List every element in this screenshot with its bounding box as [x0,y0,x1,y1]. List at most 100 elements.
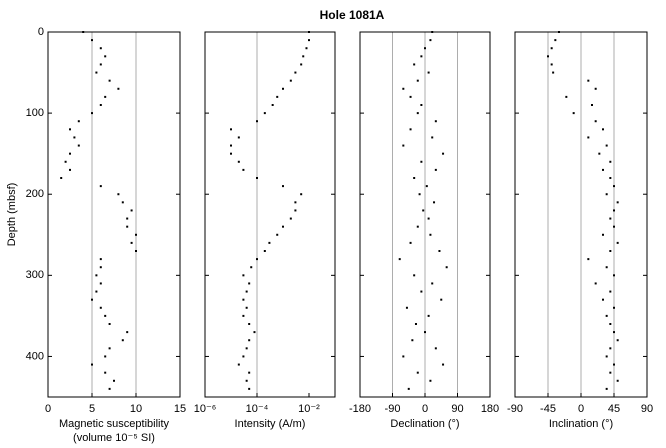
point [605,355,608,358]
point [95,290,98,293]
point [558,31,560,33]
y-tick-label: 100 [26,107,44,119]
point [300,63,303,66]
x-tick-label: -90 [507,403,523,415]
point [605,387,608,390]
point [230,152,232,155]
point [91,363,93,366]
point [121,201,124,204]
point [69,128,71,131]
point [268,241,271,244]
x-tick-label: 45 [608,403,620,415]
point [237,160,240,163]
point [308,31,310,33]
point [248,387,251,390]
x-tick-label: -45 [540,403,556,415]
point [418,193,421,196]
point [438,250,441,252]
point [434,120,437,123]
point [565,95,568,98]
point [276,95,279,98]
point [242,298,245,301]
point [420,290,423,293]
point [99,47,102,50]
point [308,39,310,42]
point [431,136,434,139]
point [572,112,575,115]
point [609,323,612,325]
point [602,298,604,301]
point [95,274,98,277]
y-tick-label: 400 [26,350,44,362]
point [594,282,597,285]
point [587,79,590,82]
point [99,258,102,261]
point [245,379,248,382]
point [108,347,111,350]
point [413,63,416,66]
point [256,120,258,123]
point [300,193,303,196]
point [613,363,615,366]
point [442,152,445,155]
point [130,241,133,244]
point [69,168,71,171]
point [605,193,608,196]
point [135,233,137,236]
point [108,79,111,82]
point [609,347,612,350]
point [442,363,445,366]
point [398,258,401,261]
point [616,379,619,382]
point [276,233,279,236]
point [440,298,443,301]
point [552,71,555,74]
point [82,31,85,33]
point [99,185,102,188]
point [126,217,129,220]
point [427,71,430,74]
point [294,201,297,204]
point [271,104,274,106]
point [126,331,129,334]
point [616,339,619,342]
point [117,193,120,196]
point [104,371,107,374]
x-tick-label: 90 [451,403,463,415]
point [237,363,240,366]
point [91,39,93,42]
point [429,379,432,382]
point [613,185,615,188]
point [248,323,251,325]
point [422,209,425,212]
point [402,144,405,147]
x-axis-label: (volume 10⁻⁵ SI) [73,432,155,444]
point [230,128,232,131]
point [409,241,412,244]
point [420,55,423,58]
y-tick-label: 300 [26,269,44,281]
point [609,250,612,252]
x-axis-label: Inclination (°) [549,418,613,430]
point [104,55,107,58]
point [414,323,417,325]
point [594,120,597,123]
point [402,87,405,90]
point [282,185,284,188]
x-tick-label: 180 [481,403,499,415]
point [104,355,107,358]
x-tick-label: 90 [641,403,653,415]
point [282,225,284,228]
point [416,112,419,115]
point [616,241,619,244]
point [429,233,432,236]
point [242,314,245,317]
y-tick-label: 200 [26,188,44,200]
point [250,266,253,269]
point [407,387,410,390]
point [609,290,612,293]
x-axis-label: Magnetic susceptibility [59,418,170,430]
y-axis-label: Depth (mbsf) [6,183,18,247]
point [294,71,297,74]
